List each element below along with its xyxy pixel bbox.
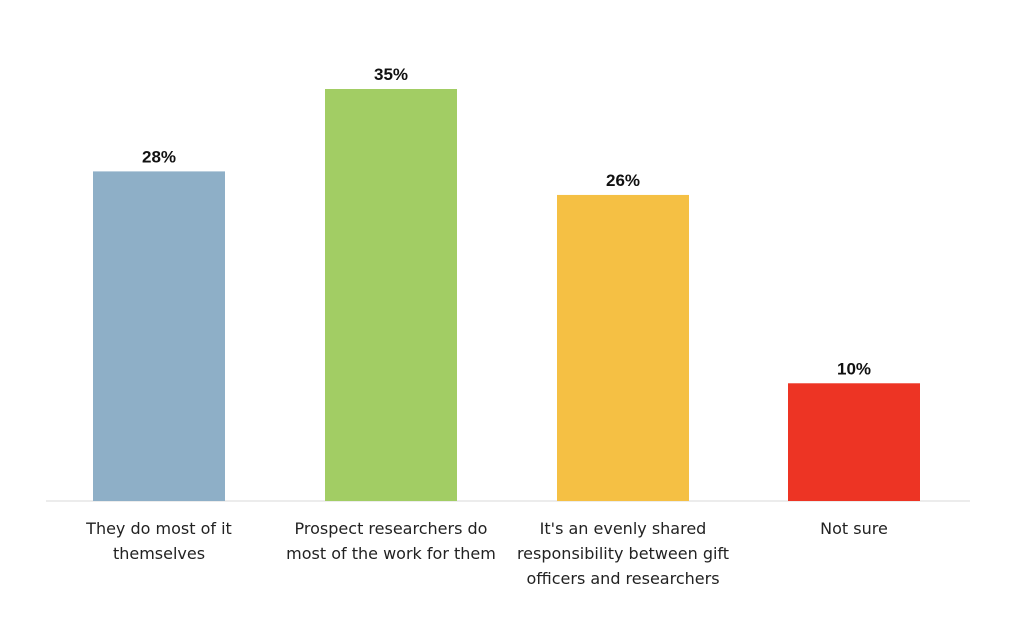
category-label-line: officers and researchers bbox=[526, 569, 719, 588]
category-label-line: Prospect researchers do bbox=[295, 519, 488, 538]
value-label-3: 26% bbox=[606, 171, 640, 190]
category-label-line: They do most of it bbox=[85, 519, 232, 538]
bar-2 bbox=[325, 89, 457, 501]
category-label-line: It's an evenly shared bbox=[540, 519, 707, 538]
category-label-2: Prospect researchers do most of the work … bbox=[286, 519, 496, 563]
category-label-3: It's an evenly shared responsibility betw… bbox=[517, 519, 729, 588]
bar-3 bbox=[557, 194, 689, 501]
value-label-2: 35% bbox=[374, 65, 408, 84]
category-label-4: Not sure bbox=[820, 519, 888, 538]
bar-1 bbox=[93, 171, 225, 501]
bar-4 bbox=[788, 383, 920, 501]
category-labels-group: They do most of it themselves Prospect res… bbox=[85, 519, 888, 588]
category-label-line: responsibility between gift bbox=[517, 544, 729, 563]
bars-group bbox=[93, 89, 920, 501]
value-label-1: 28% bbox=[142, 147, 176, 166]
value-labels-group: 28% 35% 26% 10% bbox=[142, 65, 871, 378]
category-label-line: most of the work for them bbox=[286, 544, 496, 563]
value-label-4: 10% bbox=[837, 359, 871, 378]
category-label-line: themselves bbox=[113, 544, 205, 563]
category-label-line: Not sure bbox=[820, 519, 888, 538]
category-label-1: They do most of it themselves bbox=[85, 519, 232, 563]
